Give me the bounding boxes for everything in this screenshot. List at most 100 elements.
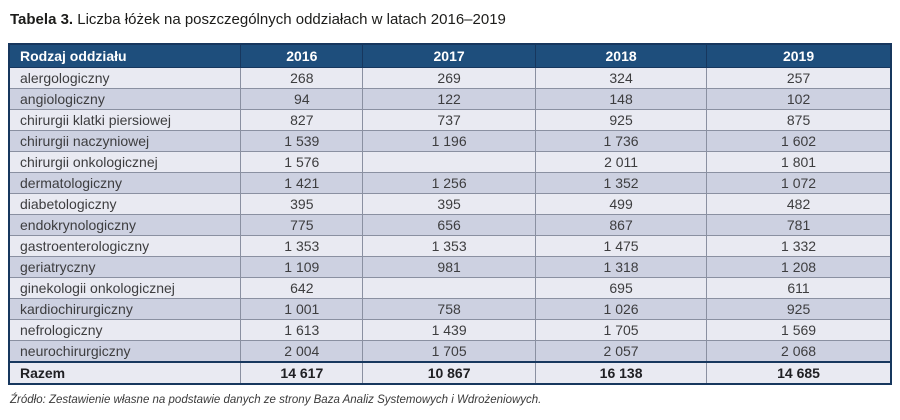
- table-row: angiologiczny 94 122 148 102: [8, 88, 892, 110]
- value-cell: 395: [362, 193, 537, 215]
- value-cell: 867: [535, 214, 708, 236]
- total-value-cell: 14 685: [706, 361, 892, 385]
- value-cell: 1 539: [240, 130, 364, 152]
- value-cell: 875: [706, 109, 892, 131]
- department-cell: endokrynologiczny: [8, 214, 242, 236]
- table-row: endokrynologiczny 775 656 867 781: [8, 214, 892, 236]
- column-header-department: Rodzaj oddziału: [8, 43, 242, 68]
- value-cell: 257: [706, 67, 892, 89]
- value-cell: 269: [362, 67, 537, 89]
- value-cell: 1 208: [706, 256, 892, 278]
- department-cell: chirurgii onkologicznej: [8, 151, 242, 173]
- value-cell: 1 421: [240, 172, 364, 194]
- value-cell: 827: [240, 109, 364, 131]
- value-cell: 695: [535, 277, 708, 299]
- value-cell: 324: [535, 67, 708, 89]
- department-cell: ginekologii onkologicznej: [8, 277, 242, 299]
- total-value-cell: 14 617: [240, 361, 364, 385]
- value-cell: 148: [535, 88, 708, 110]
- department-cell: diabetologiczny: [8, 193, 242, 215]
- value-cell: 981: [362, 256, 537, 278]
- value-cell: 1 332: [706, 235, 892, 257]
- value-cell: 2 004: [240, 340, 364, 363]
- total-value-cell: 16 138: [535, 361, 708, 385]
- department-cell: nefrologiczny: [8, 319, 242, 341]
- value-cell: 2 011: [535, 151, 708, 173]
- value-cell: 1 602: [706, 130, 892, 152]
- table-row: chirurgii naczyniowej 1 539 1 196 1 736 …: [8, 130, 892, 152]
- department-cell: gastroenterologiczny: [8, 235, 242, 257]
- total-value-cell: 10 867: [362, 361, 537, 385]
- value-cell: 2 068: [706, 340, 892, 363]
- beds-table: Rodzaj oddziału 2016 2017 2018 2019 aler…: [8, 43, 892, 385]
- value-cell: 642: [240, 277, 364, 299]
- table-row: chirurgii klatki piersiowej 827 737 925 …: [8, 109, 892, 131]
- value-cell: 1 196: [362, 130, 537, 152]
- value-cell: 1 256: [362, 172, 537, 194]
- value-cell: 1 352: [535, 172, 708, 194]
- value-cell: 1 318: [535, 256, 708, 278]
- value-cell: 1 072: [706, 172, 892, 194]
- value-cell: 122: [362, 88, 537, 110]
- department-cell: geriatryczny: [8, 256, 242, 278]
- table-row: alergologiczny 268 269 324 257: [8, 67, 892, 89]
- total-label-cell: Razem: [8, 361, 242, 385]
- column-header-2016: 2016: [240, 43, 364, 68]
- table-row: nefrologiczny 1 613 1 439 1 705 1 569: [8, 319, 892, 341]
- value-cell: 395: [240, 193, 364, 215]
- value-cell: 1 475: [535, 235, 708, 257]
- value-cell: 925: [535, 109, 708, 131]
- column-header-2019: 2019: [706, 43, 892, 68]
- department-cell: kardiochirurgiczny: [8, 298, 242, 320]
- table-caption-text: Liczba łóżek na poszczególnych oddziałac…: [73, 11, 506, 28]
- value-cell: 775: [240, 214, 364, 236]
- value-cell: 1 353: [362, 235, 537, 257]
- value-cell: 1 109: [240, 256, 364, 278]
- value-cell: 1 026: [535, 298, 708, 320]
- value-cell: 758: [362, 298, 537, 320]
- value-cell: 1 705: [362, 340, 537, 363]
- table-row: diabetologiczny 395 395 499 482: [8, 193, 892, 215]
- column-header-2017: 2017: [362, 43, 537, 68]
- value-cell: 1 569: [706, 319, 892, 341]
- department-cell: neurochirurgiczny: [8, 340, 242, 363]
- department-cell: chirurgii naczyniowej: [8, 130, 242, 152]
- value-cell: 1 801: [706, 151, 892, 173]
- department-cell: dermatologiczny: [8, 172, 242, 194]
- value-cell: 268: [240, 67, 364, 89]
- value-cell: 1 001: [240, 298, 364, 320]
- value-cell: 656: [362, 214, 537, 236]
- table-body: alergologiczny 268 269 324 257 angiologi…: [8, 67, 892, 363]
- table-row: gastroenterologiczny 1 353 1 353 1 475 1…: [8, 235, 892, 257]
- value-cell: 482: [706, 193, 892, 215]
- table-row: ginekologii onkologicznej 642 695 611: [8, 277, 892, 299]
- value-cell: 499: [535, 193, 708, 215]
- table-row: geriatryczny 1 109 981 1 318 1 208: [8, 256, 892, 278]
- table-footer: Razem 14 617 10 867 16 138 14 685: [8, 361, 892, 385]
- column-header-2018: 2018: [535, 43, 708, 68]
- value-cell: 2 057: [535, 340, 708, 363]
- total-row: Razem 14 617 10 867 16 138 14 685: [8, 361, 892, 385]
- table-caption-label: Tabela 3.: [10, 11, 74, 28]
- department-cell: chirurgii klatki piersiowej: [8, 109, 242, 131]
- value-cell: 1 705: [535, 319, 708, 341]
- value-cell: 102: [706, 88, 892, 110]
- table-row: neurochirurgiczny 2 004 1 705 2 057 2 06…: [8, 340, 892, 363]
- value-cell: 611: [706, 277, 892, 299]
- department-cell: alergologiczny: [8, 67, 242, 89]
- department-cell: angiologiczny: [8, 88, 242, 110]
- table-row: dermatologiczny 1 421 1 256 1 352 1 072: [8, 172, 892, 194]
- value-cell: 737: [362, 109, 537, 131]
- value-cell: [362, 151, 537, 173]
- value-cell: 925: [706, 298, 892, 320]
- value-cell: 781: [706, 214, 892, 236]
- table-caption: Tabela 3. Liczba łóżek na poszczególnych…: [10, 10, 900, 30]
- table-row: kardiochirurgiczny 1 001 758 1 026 925: [8, 298, 892, 320]
- value-cell: 1 439: [362, 319, 537, 341]
- value-cell: 1 576: [240, 151, 364, 173]
- value-cell: [362, 277, 537, 299]
- table-header: Rodzaj oddziału 2016 2017 2018 2019: [8, 43, 892, 68]
- value-cell: 94: [240, 88, 364, 110]
- value-cell: 1 613: [240, 319, 364, 341]
